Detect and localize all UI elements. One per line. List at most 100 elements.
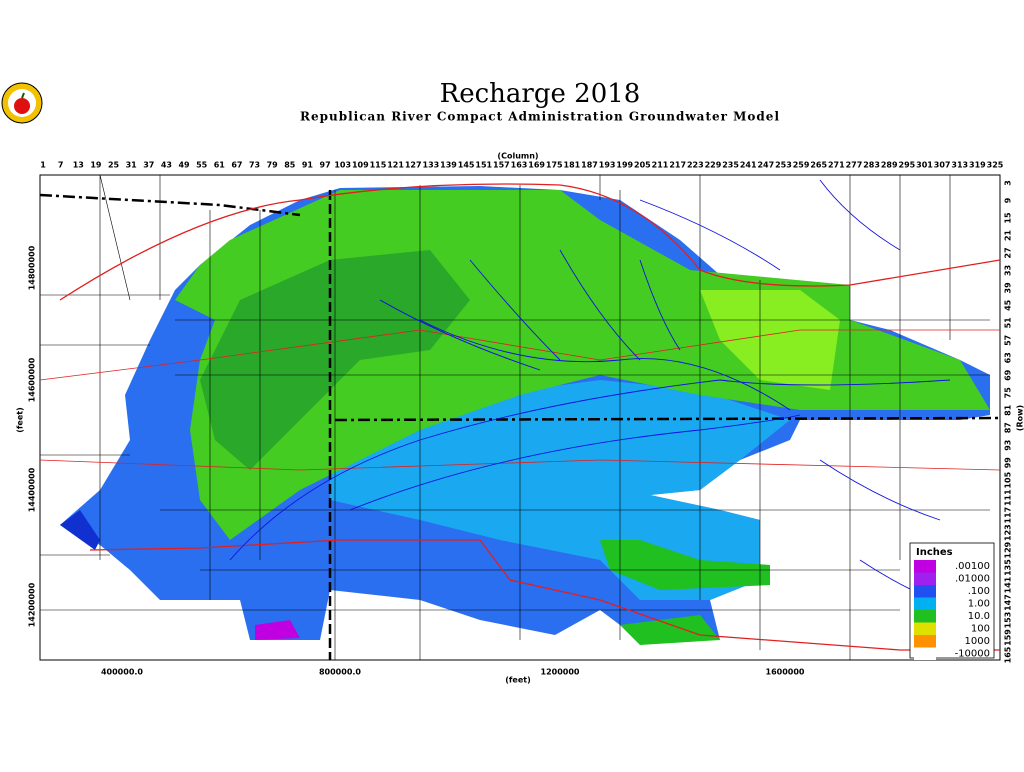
legend-label: .100 [968,586,990,597]
column-label: 325 [987,161,1004,170]
column-label: 277 [846,161,863,170]
x-tick-label: 1600000 [766,668,805,677]
row-label: 75 [1004,387,1013,399]
column-label: 205 [634,161,651,170]
column-label: 25 [108,161,120,170]
x-tick-label: 1200000 [541,668,580,677]
row-label: 21 [1004,229,1013,241]
row-label: 3 [1004,180,1013,186]
legend-label: .01000 [955,574,990,585]
row-label: 117 [1004,507,1013,524]
column-label: 247 [757,161,774,170]
row-label: 105 [1004,471,1013,488]
column-label: 175 [546,161,563,170]
column-label: 157 [493,161,510,170]
row-label: 159 [1004,629,1013,646]
row-title: (Row) [1016,405,1024,431]
subtitle: Republican River Compact Administration … [300,110,780,124]
column-label: 7 [58,161,64,170]
y-tick-label: 14200000 [28,582,37,627]
row-label: 9 [1004,197,1013,203]
column-label: 19 [90,161,102,170]
legend-swatch [914,648,936,661]
legend-label: .00100 [955,561,990,572]
column-label: 301 [916,161,933,170]
column-label: 259 [793,161,810,170]
row-label: 39 [1004,282,1013,294]
column-label: 163 [511,161,528,170]
column-label: 289 [881,161,898,170]
row-label: 123 [1004,524,1013,541]
x-title: (feet) [505,676,530,685]
column-label: 217 [669,161,686,170]
column-label: 169 [528,161,545,170]
legend-swatch [914,560,936,573]
column-label: 265 [810,161,827,170]
legend-swatch [914,623,936,636]
column-label: 151 [475,161,492,170]
row-label: 147 [1004,594,1013,611]
row-label: 141 [1004,576,1013,593]
row-label: 165 [1004,646,1013,663]
column-label: 85 [284,161,296,170]
column-label: 121 [387,161,404,170]
x-tick-label: 800000.0 [319,668,361,677]
column-label: 115 [370,161,387,170]
title: Recharge 2018 [440,79,641,109]
column-label: 73 [249,161,260,170]
row-label: 63 [1004,352,1013,363]
column-label: 307 [934,161,951,170]
column-label: 49 [178,161,190,170]
logo [2,83,42,123]
row-label: 111 [1004,489,1013,506]
x-ticks: 400000.0 800000.0 1200000 1600000 [101,668,805,677]
y-title: (feet) [16,407,25,432]
row-label: 45 [1004,299,1013,311]
column-label: 241 [740,161,757,170]
column-label: 61 [214,161,226,170]
y-tick-label: 14800000 [28,245,37,290]
column-title: (Column) [497,152,538,161]
row-label: 81 [1004,404,1013,416]
row-label: 15 [1004,212,1013,224]
legend-swatch [914,573,936,586]
y-tick-label: 14400000 [28,467,37,512]
row-label: 99 [1004,457,1013,469]
y-ticks: 14800000 14600000 14400000 14200000 [28,245,37,627]
legend-swatch [914,635,936,648]
row-axis: 3915212733394551576369758187939910511111… [1004,180,1013,663]
row-label: 57 [1004,335,1013,346]
column-label: 133 [423,161,440,170]
row-label: 135 [1004,559,1013,576]
row-label: 93 [1004,440,1013,451]
column-label: 103 [334,161,351,170]
row-label: 153 [1004,612,1013,629]
column-label: 145 [458,161,475,170]
column-label: 193 [599,161,616,170]
legend: Inches .00100.01000.1001.0010.01001000-1… [910,543,994,660]
legend-label: 100 [971,624,990,635]
column-label: 1 [40,161,46,170]
column-label: 271 [828,161,845,170]
column-label: 187 [581,161,598,170]
x-tick-label: 400000.0 [101,668,143,677]
column-label: 109 [352,161,369,170]
column-label: 235 [722,161,739,170]
column-label: 313 [951,161,968,170]
column-label: 319 [969,161,986,170]
row-label: 129 [1004,541,1013,558]
column-label: 31 [126,161,138,170]
column-label: 79 [267,161,279,170]
legend-title: Inches [916,547,953,558]
column-label: 97 [320,161,331,170]
y-tick-label: 14600000 [28,357,37,402]
legend-label: -10000 [955,649,990,660]
legend-label: 10.0 [968,611,990,622]
row-label: 51 [1004,317,1013,329]
column-label: 55 [196,161,208,170]
column-label: 43 [161,161,172,170]
row-label: 33 [1004,265,1013,276]
legend-label: 1.00 [968,599,990,610]
